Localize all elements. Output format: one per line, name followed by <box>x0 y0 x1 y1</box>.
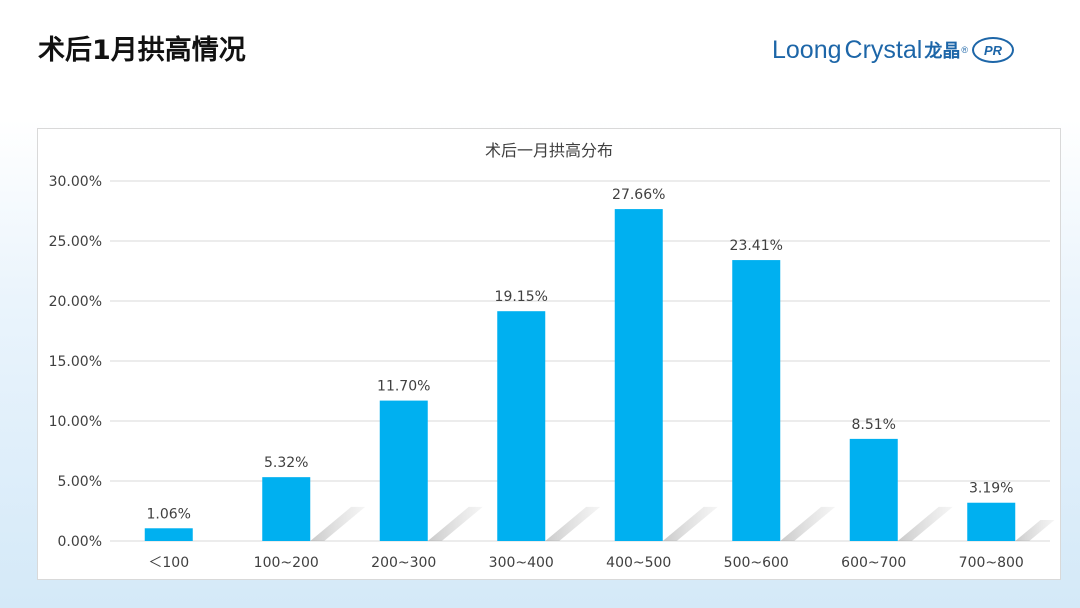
x-tick-label: ＜100 <box>148 555 189 571</box>
bar <box>497 311 546 541</box>
data-label: 19.15% <box>495 289 548 305</box>
x-tick-label: 500~600 <box>724 555 789 571</box>
x-tick-label: 100~200 <box>254 555 319 571</box>
page-title: 术后1月拱高情况 <box>38 35 246 66</box>
y-tick-label: 5.00% <box>58 474 102 490</box>
y-tick-label: 15.00% <box>49 354 102 370</box>
data-label: 5.32% <box>264 455 308 471</box>
bar-shadow <box>545 506 601 541</box>
bar <box>967 502 1016 541</box>
logo-registered-mark: ® <box>961 45 968 55</box>
data-label: 23.41% <box>730 238 783 254</box>
bar <box>614 209 663 541</box>
y-tick-label: 30.00% <box>49 174 102 190</box>
bar <box>379 400 428 541</box>
x-tick-label: 700~800 <box>959 555 1024 571</box>
brand-logo: Loong Crystal 龙晶 ® PR <box>772 28 1052 72</box>
bar <box>144 528 193 541</box>
logo-text-cn: 龙晶 <box>924 41 961 61</box>
data-label: 11.70% <box>377 379 430 395</box>
y-tick-label: 10.00% <box>49 414 102 430</box>
x-tick-label: 400~500 <box>606 555 671 571</box>
x-tick-label: 300~400 <box>489 555 554 571</box>
data-label: 3.19% <box>969 481 1013 497</box>
y-tick-label: 20.00% <box>49 294 102 310</box>
bar-shadow <box>310 506 366 541</box>
chart-panel: 术后一月拱高分布 0.00% 5.00% 10.00% 15.00% 20.00% 25.… <box>37 128 1061 580</box>
bar <box>262 477 311 541</box>
bar-shadow <box>897 506 953 541</box>
logo-text-loong: Loong <box>772 35 842 64</box>
bar-shadow <box>780 506 836 541</box>
bar-shadow <box>1015 519 1055 541</box>
bar-chart: 术后一月拱高分布 0.00% 5.00% 10.00% 15.00% 20.00% 25.… <box>49 141 1055 571</box>
chart-title: 术后一月拱高分布 <box>485 141 613 160</box>
data-label: 1.06% <box>147 506 191 522</box>
y-tick-label: 0.00% <box>58 534 102 550</box>
x-tick-label: 200~300 <box>371 555 436 571</box>
logo-pr-badge: PR <box>971 37 1014 63</box>
bar <box>849 438 898 541</box>
x-tick-label: 600~700 <box>841 555 906 571</box>
bar-shadow <box>662 506 718 541</box>
bar <box>732 260 781 541</box>
bar-shadow <box>427 506 483 541</box>
y-tick-label: 25.00% <box>49 234 102 250</box>
data-label: 8.51% <box>852 417 896 433</box>
data-label: 27.66% <box>612 187 665 203</box>
logo-text-crystal: Crystal <box>844 35 923 64</box>
